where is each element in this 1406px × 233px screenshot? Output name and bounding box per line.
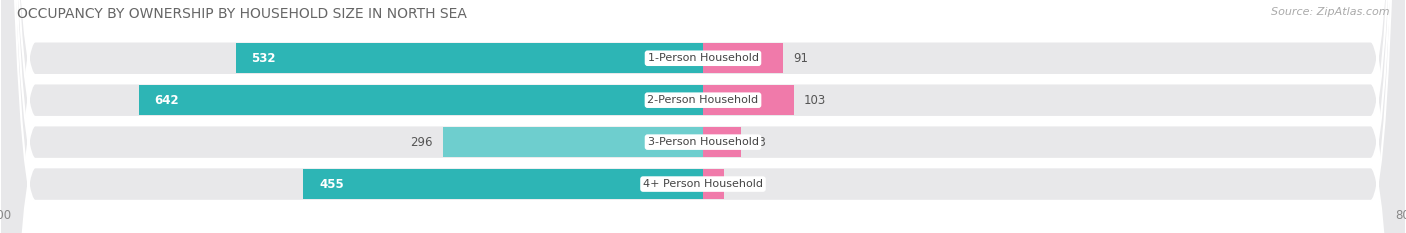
Text: 43: 43 (751, 136, 766, 149)
Bar (703, 85, 793, 115)
Text: 455: 455 (319, 178, 343, 191)
Text: 296: 296 (409, 136, 433, 149)
Text: 1-Person Household: 1-Person Household (648, 53, 758, 63)
Bar (236, 43, 703, 73)
Text: OCCUPANCY BY OWNERSHIP BY HOUSEHOLD SIZE IN NORTH SEA: OCCUPANCY BY OWNERSHIP BY HOUSEHOLD SIZE… (17, 7, 467, 21)
Bar (703, 43, 783, 73)
Text: 91: 91 (793, 52, 808, 65)
Bar (703, 169, 724, 199)
Text: 3-Person Household: 3-Person Household (648, 137, 758, 147)
Text: 4+ Person Household: 4+ Person Household (643, 179, 763, 189)
Bar (443, 127, 703, 157)
Text: Source: ZipAtlas.com: Source: ZipAtlas.com (1271, 7, 1389, 17)
Bar (304, 169, 703, 199)
Bar (703, 127, 741, 157)
Bar (139, 85, 703, 115)
Text: 24: 24 (734, 178, 749, 191)
Text: 2-Person Household: 2-Person Household (647, 95, 759, 105)
Text: 103: 103 (804, 94, 827, 107)
Text: 642: 642 (155, 94, 180, 107)
Text: 532: 532 (252, 52, 276, 65)
